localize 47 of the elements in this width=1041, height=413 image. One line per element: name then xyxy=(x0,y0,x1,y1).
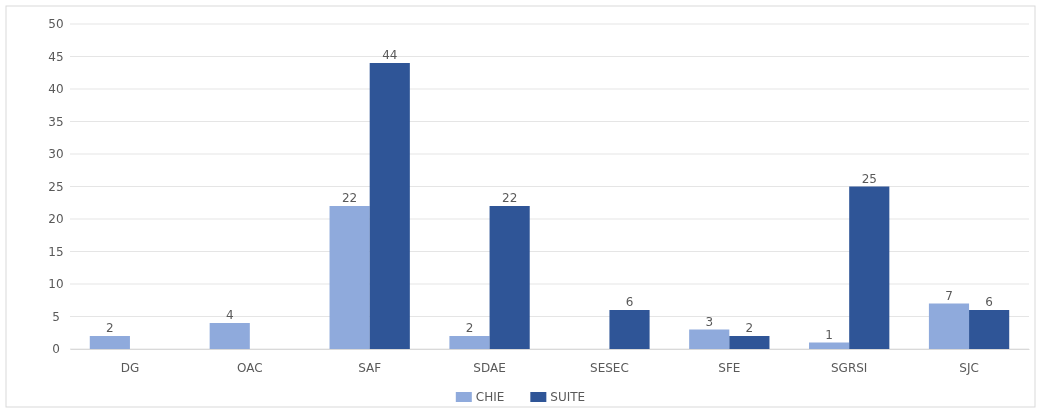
bar xyxy=(449,336,490,349)
bar xyxy=(928,303,970,349)
bar xyxy=(89,336,130,349)
y-tick-label: 15 xyxy=(48,244,64,259)
data-label: 6 xyxy=(985,295,993,309)
x-tick-label: SAF xyxy=(358,360,382,375)
y-tick-label: 40 xyxy=(48,82,64,97)
x-tick-label: SESEC xyxy=(590,360,629,375)
data-label: 7 xyxy=(945,288,953,303)
data-label: 2 xyxy=(745,321,754,335)
data-label: 4 xyxy=(225,308,234,322)
data-label: 3 xyxy=(705,314,714,329)
y-tick-label: 5 xyxy=(52,309,60,324)
bar xyxy=(809,342,850,349)
y-tick-label: 30 xyxy=(48,147,64,162)
data-label: 22 xyxy=(502,191,518,205)
x-tick-label: SJC xyxy=(959,360,979,375)
legend-label: CHIE xyxy=(475,390,505,404)
x-tick-label: DG xyxy=(120,360,140,375)
data-label: 22 xyxy=(341,191,358,205)
bar xyxy=(729,336,770,349)
legend-label: SUITE xyxy=(550,390,586,404)
x-tick-label: OAC xyxy=(237,360,263,375)
bar xyxy=(489,206,530,349)
data-label: 1 xyxy=(825,327,833,342)
bar xyxy=(689,329,730,349)
bar xyxy=(329,206,370,349)
x-tick-label: SGRSI xyxy=(830,360,868,375)
x-tick-label: SFE xyxy=(718,360,741,375)
bar xyxy=(969,310,1010,349)
y-tick-label: 0 xyxy=(52,342,60,357)
data-label: 25 xyxy=(861,171,877,186)
data-label: 2 xyxy=(465,321,474,335)
data-label: 2 xyxy=(106,321,114,335)
bar xyxy=(609,310,650,349)
y-tick-label: 20 xyxy=(48,212,64,227)
y-tick-label: 35 xyxy=(48,114,64,129)
x-tick-label: SDAE xyxy=(473,360,506,375)
bar xyxy=(209,323,250,349)
data-label: 44 xyxy=(382,48,398,62)
bar xyxy=(849,186,890,349)
data-label: 6 xyxy=(625,295,634,309)
y-tick-label: 25 xyxy=(48,179,64,194)
y-tick-label: 10 xyxy=(48,277,64,292)
y-tick-label: 50 xyxy=(48,17,64,32)
y-tick-label: 45 xyxy=(48,49,64,64)
bar xyxy=(369,63,410,349)
